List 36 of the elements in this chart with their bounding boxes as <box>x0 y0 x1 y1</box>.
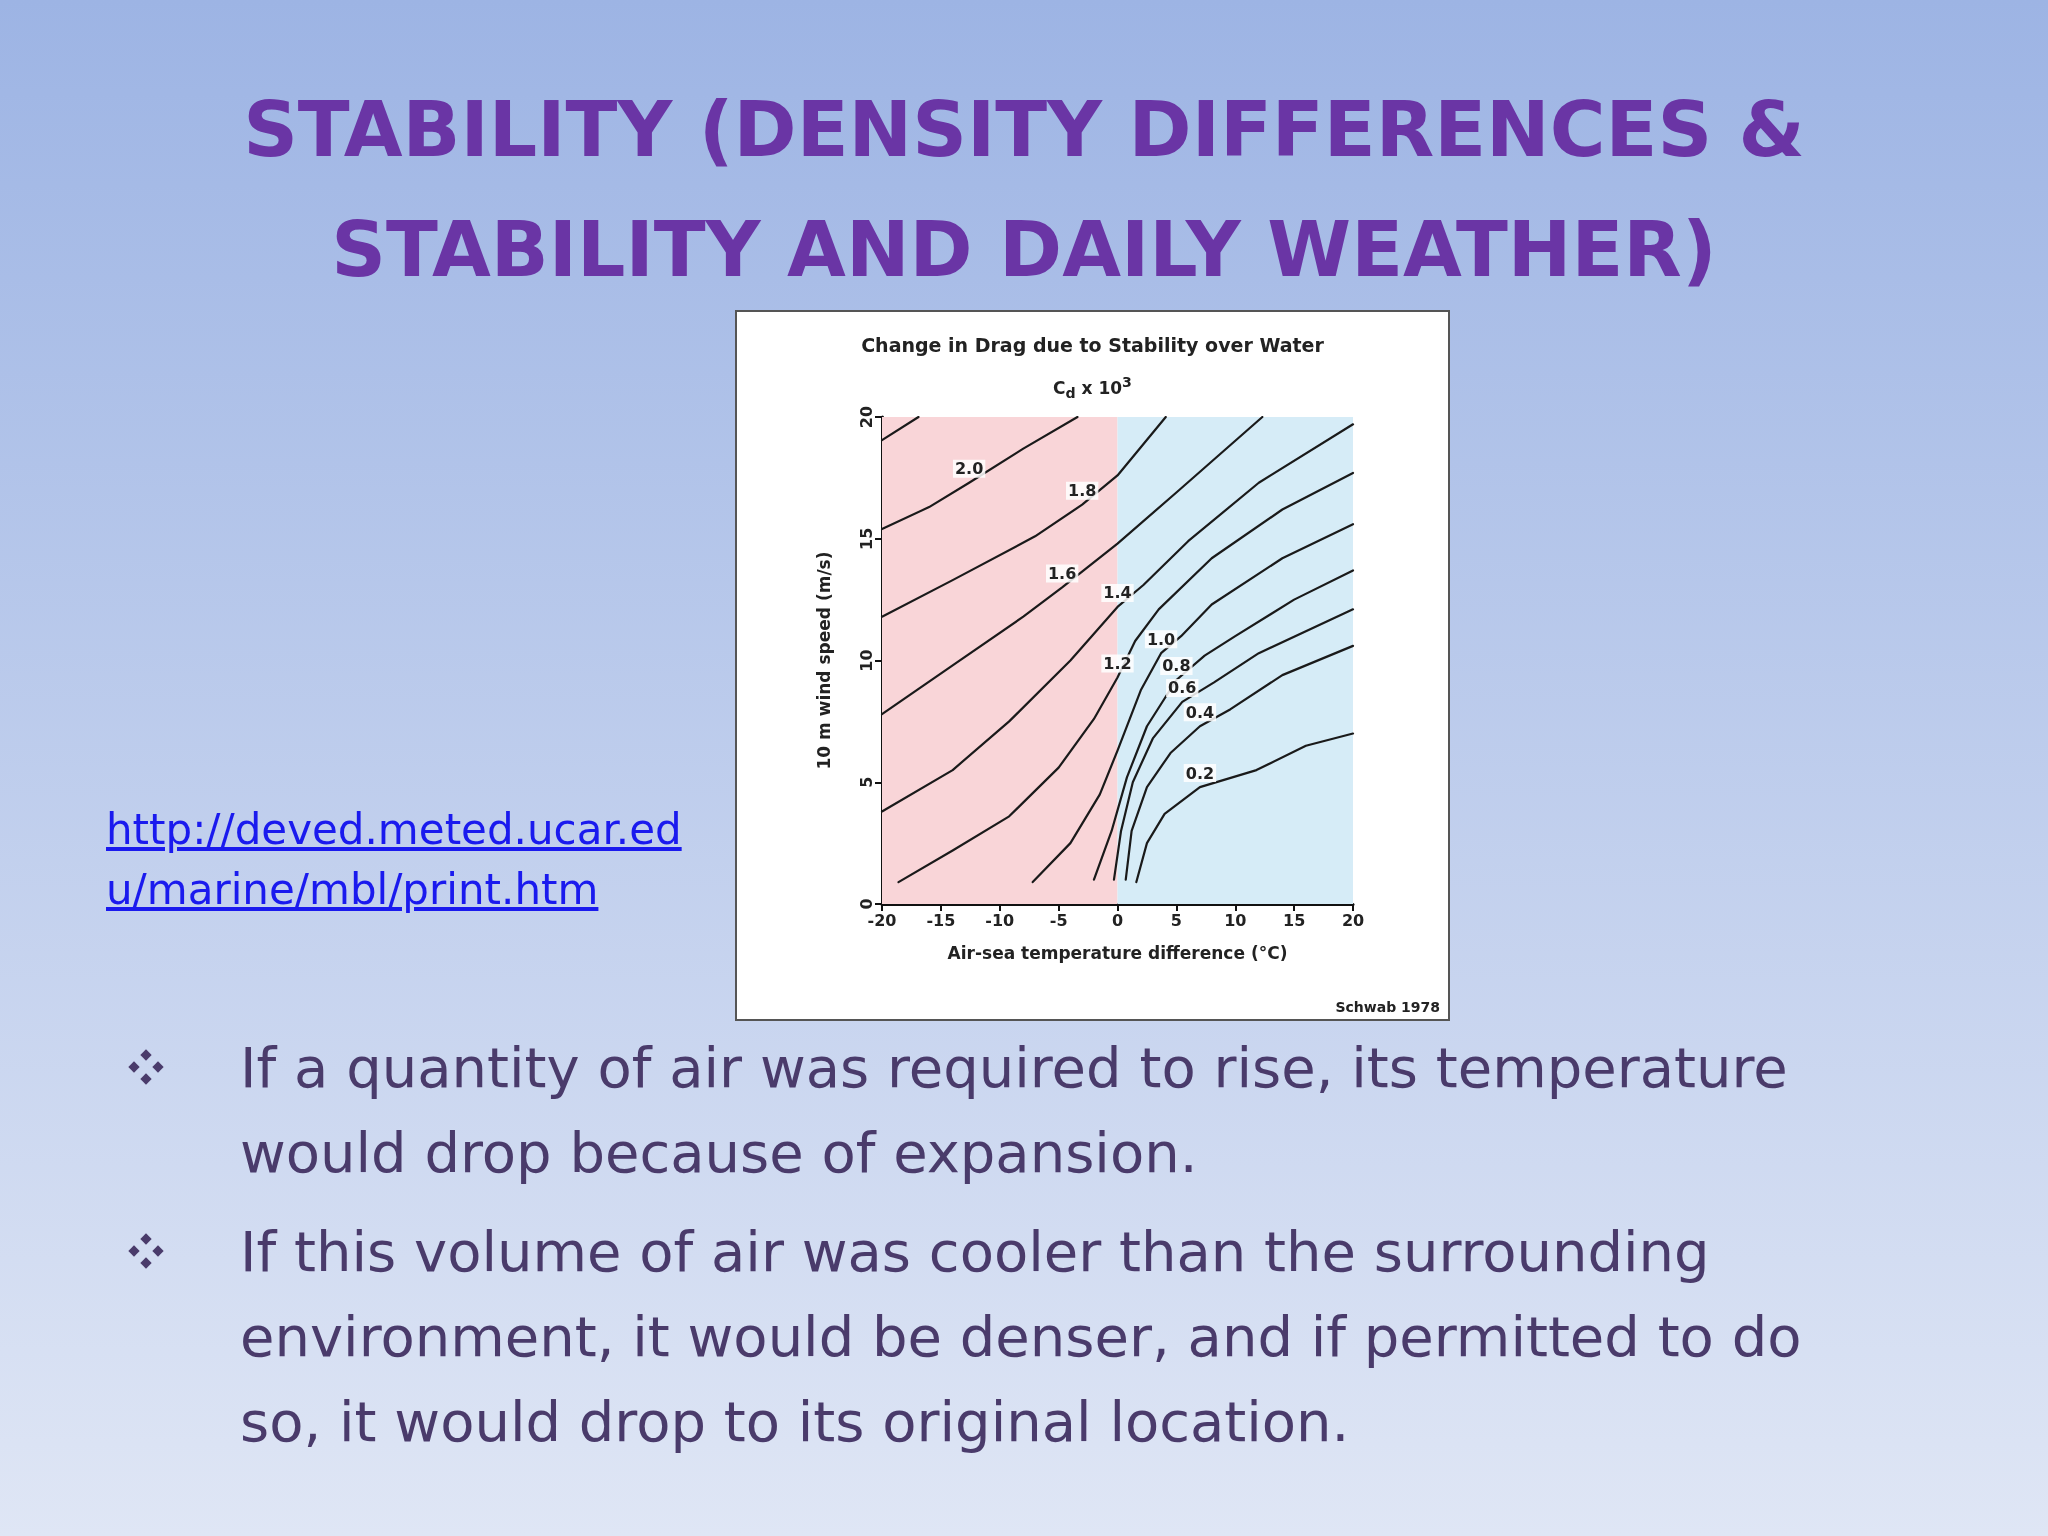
y-tick-label: 0 <box>856 898 876 910</box>
series-label: 1.4 <box>1103 583 1132 603</box>
x-tick-label: 5 <box>1170 910 1182 930</box>
text: If this volume of air was cooler than the surrounding environment, it would be denser, and if permitted to do so, it would drop to its original location. <box>240 1218 1803 1456</box>
x-axis-title: Air-sea temperature difference (°C) <box>947 942 1288 963</box>
series-label: 1.2 <box>1103 654 1132 674</box>
x-tick-label: -20 <box>867 910 897 930</box>
series-label: 0.6 <box>1168 678 1197 698</box>
chart-subtitle: Change in Drag due to Stability over Water <box>861 333 1325 356</box>
y-tick-label: 20 <box>856 405 876 429</box>
y-tick-label: 5 <box>856 776 876 788</box>
series-label: 0.2 <box>1185 763 1215 783</box>
line-series <box>1092 569 1355 881</box>
series-label: 0.4 <box>1185 702 1215 722</box>
text: http://deved.meted.ucar.edu/marine/mbl/print.htm <box>106 804 683 916</box>
text: If a quantity of air was required to rise, its temperature would drop because of expansion. <box>240 1034 1789 1187</box>
line-series <box>1135 732 1355 884</box>
series-label: 0.8 <box>1162 656 1191 676</box>
x-tick-label: 20 <box>1341 910 1365 930</box>
x-tick-label: -5 <box>1049 910 1068 930</box>
series-label: 1.0 <box>1146 629 1176 649</box>
line-series <box>1031 523 1355 884</box>
series-label: 2.0 <box>954 459 984 479</box>
x-tick-label: -15 <box>926 910 956 930</box>
x-tick-label: 15 <box>1282 910 1306 930</box>
y-tick-label: 15 <box>856 527 876 550</box>
text: Schwab 1978 <box>1335 999 1440 1015</box>
x-tick-label: 0 <box>1111 910 1124 930</box>
chart-title: STABILITY (DENSITY DIFFERENCES & STABILITY AND DAILY WEATHER) <box>242 84 1806 296</box>
series-label: 1.8 <box>1068 481 1097 501</box>
y-tick-label: 10 <box>856 649 876 672</box>
y-axis-title: 10 m wind speed (m/s) <box>813 551 834 770</box>
series-label: 1.6 <box>1047 563 1077 583</box>
x-tick-label: -10 <box>985 910 1015 930</box>
x-tick-label: 10 <box>1224 910 1247 930</box>
text: C$_{d}$ x 10$^{3}$ <box>1052 374 1133 402</box>
